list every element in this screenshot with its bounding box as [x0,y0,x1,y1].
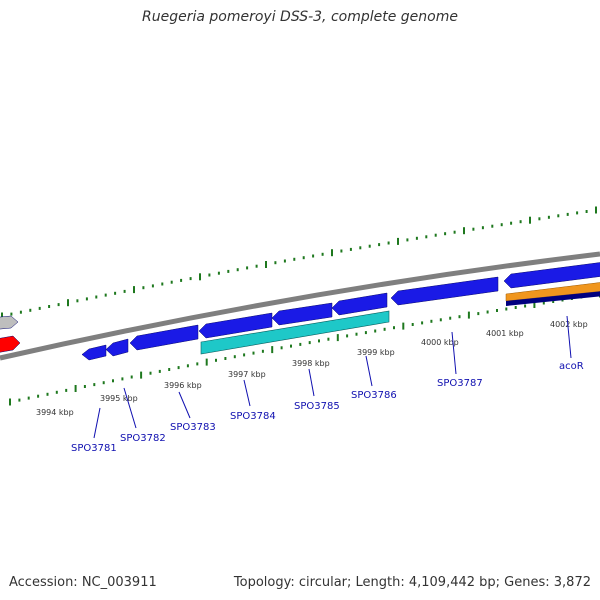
gene-label[interactable]: acoR [559,361,584,372]
gene-label-leader [566,315,572,359]
gene-arrow-SPO3781 [81,344,107,361]
gene-label-leader [451,331,457,375]
scale-label: 4001 kbp [486,329,524,338]
gene-label[interactable]: SPO3785 [294,401,340,412]
scale-label: 3999 kbp [357,348,395,357]
gene-arrow-SPO3783 [129,324,199,351]
gene-label-leader [123,387,137,429]
gene-arrow-red [0,335,21,353]
gene-label[interactable]: SPO3782 [120,433,166,444]
map-title: Ruegeria pomeroyi DSS-3, complete genome [142,9,458,25]
scale-label: 3995 kbp [100,394,138,403]
gene-label-leader [93,407,101,439]
gene-label[interactable]: SPO3781 [71,443,117,454]
gene-label-leader [308,368,315,397]
genome-backbone [0,251,600,361]
gene-label-leader [365,355,373,387]
gene-arrow-reverse [200,310,390,355]
scale-label: 3996 kbp [164,381,202,390]
gene-label[interactable]: SPO3783 [170,422,216,433]
outer-tick-marks [1,206,597,320]
gene-bar-acoR-navy [506,291,600,306]
gene-arrow-next [503,262,600,289]
scale-label: 3994 kbp [36,408,74,417]
scale-label: 4002 kbp [550,320,588,329]
gene-arrow-SPO3787 [390,276,499,306]
accession-label: Accession: NC_003911 [9,575,157,590]
gene-arrow-SPO3782 [105,338,129,357]
scale-label: 3998 kbp [292,359,330,368]
gene-label-leader [178,391,191,419]
gene-arrow-gray [0,315,19,330]
inner-tick-marks [9,290,600,406]
gene-features [0,262,600,361]
scale-label: 4000 kbp [421,338,459,347]
gene-arrow-SPO3786 [331,292,388,316]
topology-label: Topology: circular; Length: 4,109,442 bp… [233,575,591,590]
gene-label[interactable]: SPO3784 [230,411,276,422]
gene-bar-acoR-orange [505,282,600,302]
gene-label[interactable]: SPO3787 [437,378,483,389]
gene-arrow-SPO3784 [198,312,273,339]
gene-label[interactable]: SPO3786 [351,390,397,401]
gene-arrow-SPO3785 [271,302,333,326]
scale-labels: 3994 kbp 3995 kbp 3996 kbp 3997 kbp 3998 kbp… [36,320,588,417]
scale-label: 3997 kbp [228,370,266,379]
gene-label-leader [243,379,251,407]
